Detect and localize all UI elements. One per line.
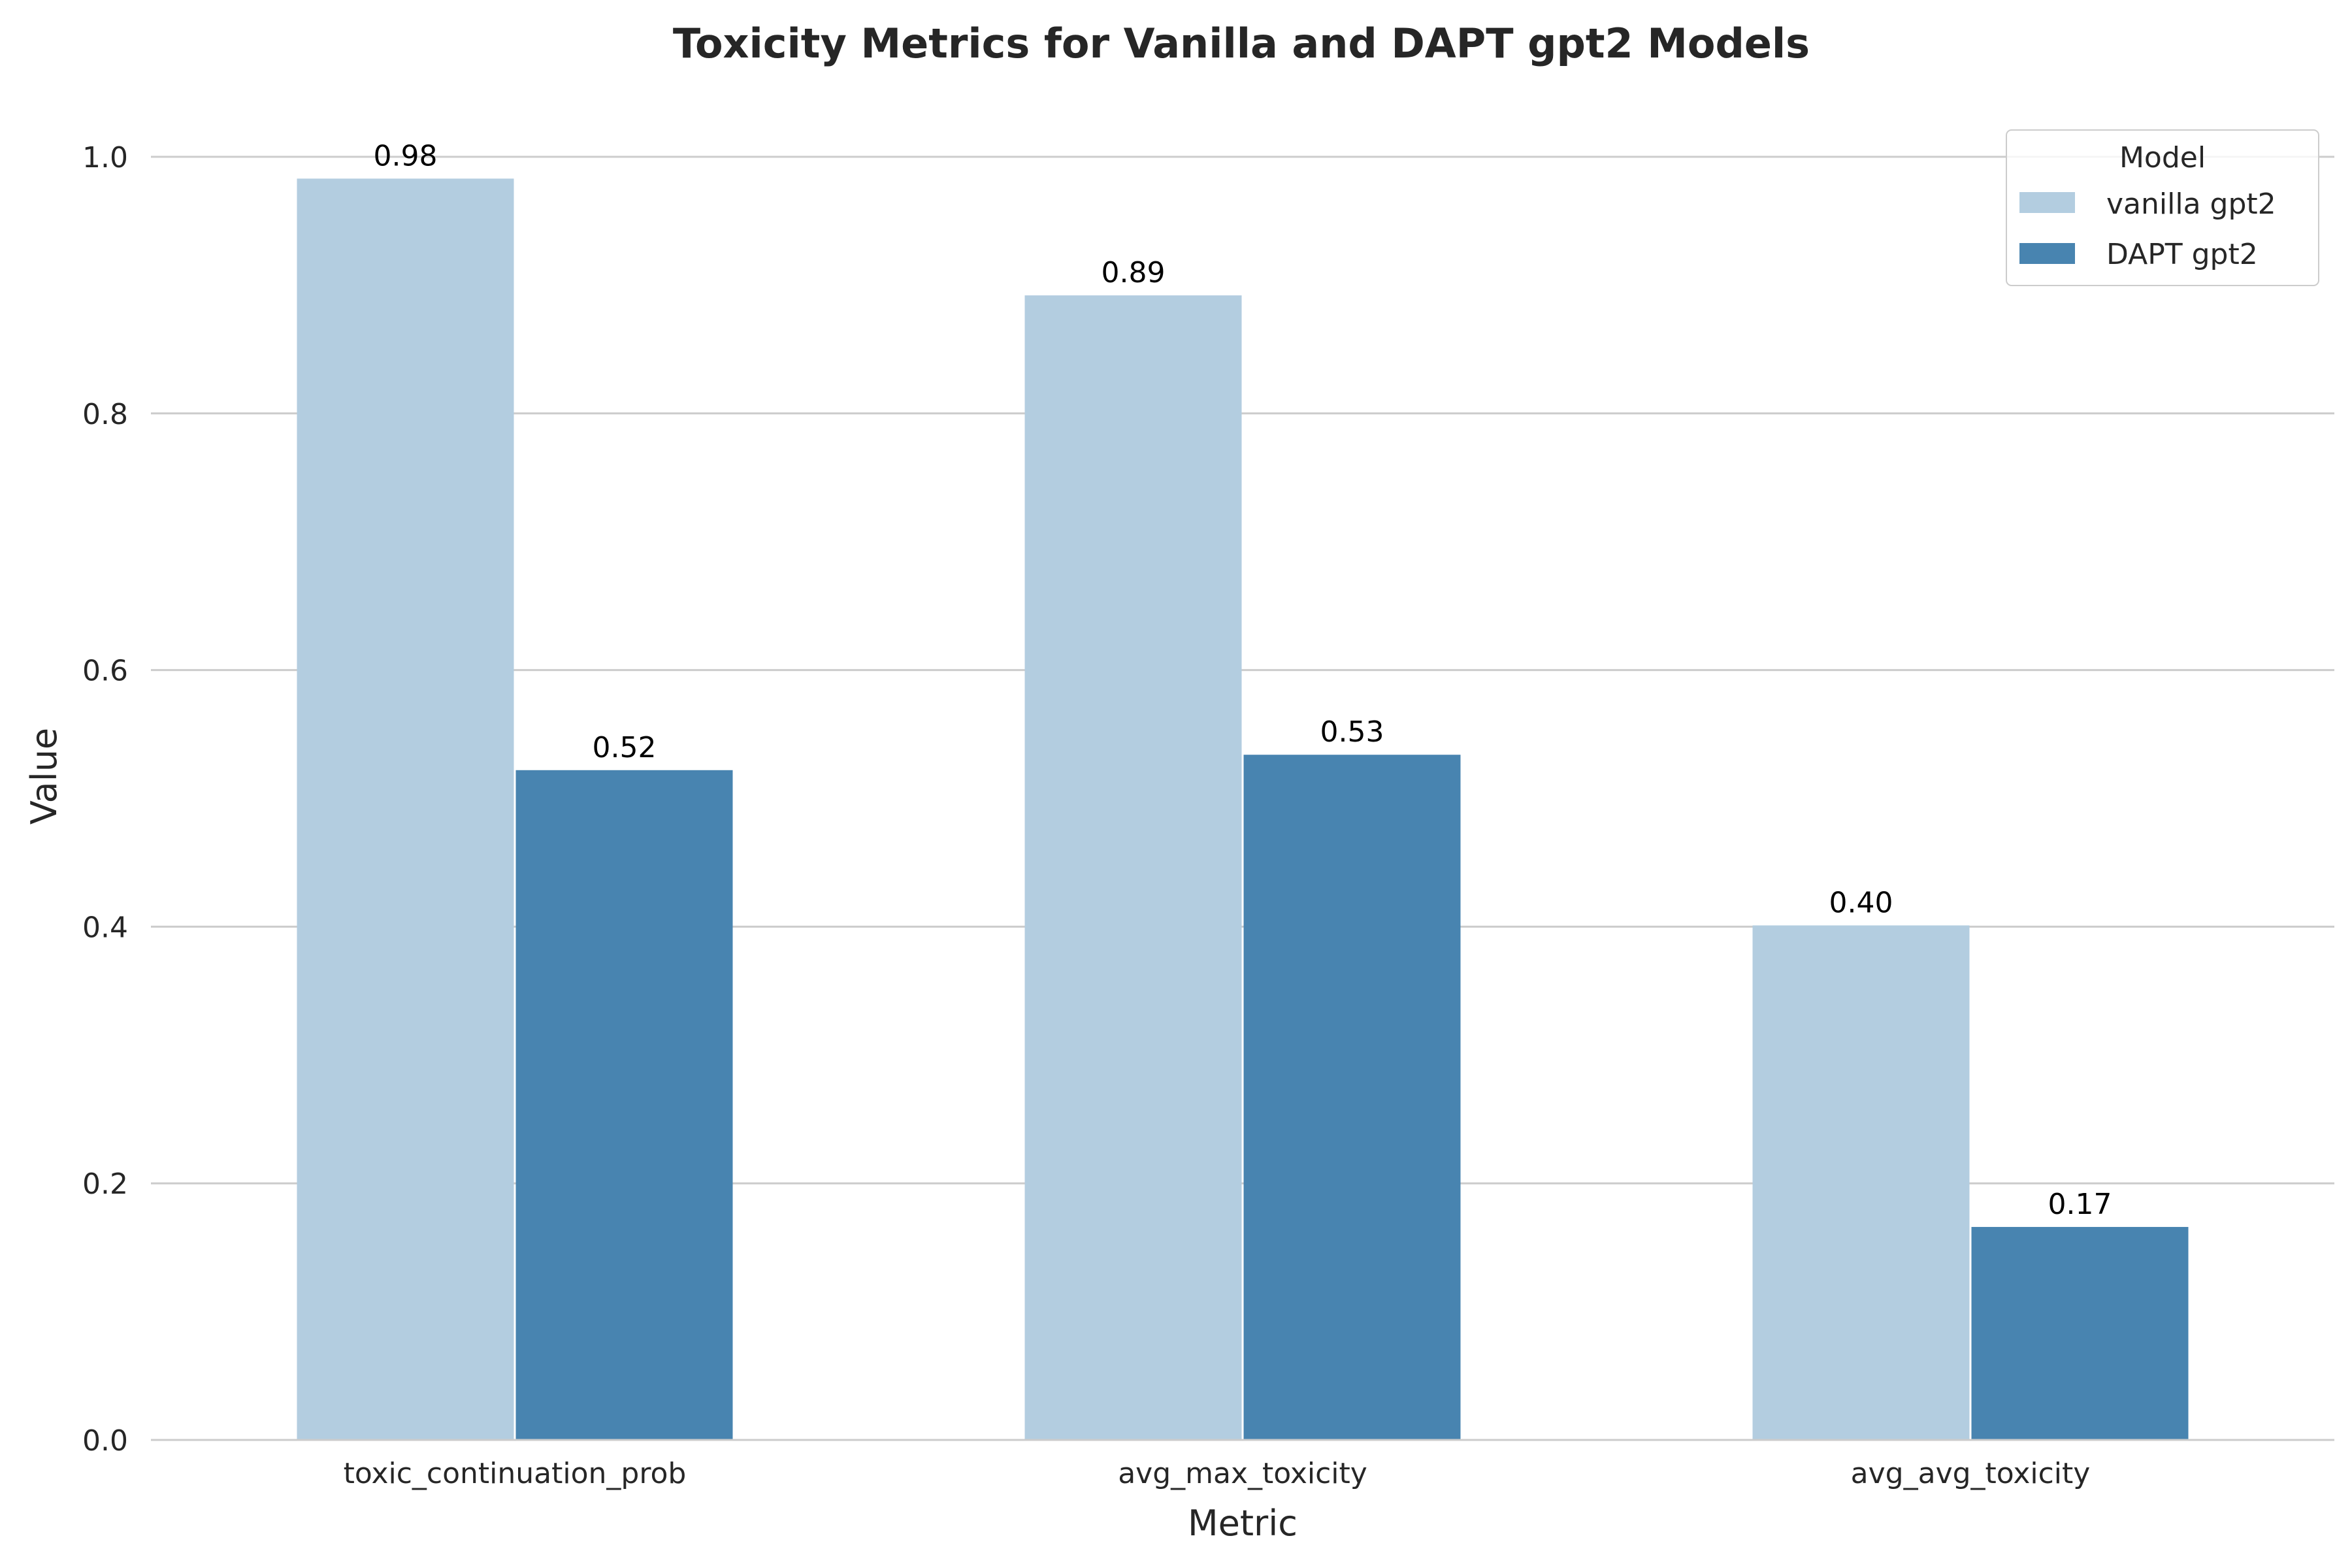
bar-value-label: 0.52 <box>593 731 657 764</box>
bar-dapt-gpt2-toxic-continuation-prob <box>515 770 733 1440</box>
bar-value-label: 0.17 <box>2048 1188 2112 1221</box>
y-tick-label: 0.2 <box>82 1168 128 1201</box>
bar-dapt-gpt2-avg-max-toxicity <box>1243 755 1461 1440</box>
bar-vanilla-gpt2-avg-avg-toxicity <box>1752 925 1970 1440</box>
y-tick-label: 0.6 <box>82 655 128 688</box>
y-tick-label: 0.0 <box>82 1424 128 1458</box>
bar-vanilla-gpt2-toxic-continuation-prob <box>297 178 514 1441</box>
bars <box>297 178 2189 1441</box>
bar-dapt-gpt2-avg-avg-toxicity <box>1971 1226 2189 1440</box>
bar-value-label: 0.53 <box>1320 715 1384 749</box>
x-axis-label: Metric <box>1188 1503 1298 1544</box>
legend-swatch-dapt-gpt2 <box>2019 243 2075 264</box>
legend: Model vanilla gpt2 DAPT gpt2 <box>2006 129 2319 286</box>
y-tick-label: 0.4 <box>82 911 128 944</box>
y-tick-label: 1.0 <box>82 141 128 174</box>
y-axis-label: Value <box>24 728 65 825</box>
grid-lines <box>151 155 2334 1184</box>
y-tick-label: 0.8 <box>82 398 128 431</box>
chart-title: Toxicity Metrics for Vanilla and DAPT gp… <box>673 20 1810 67</box>
legend-frame <box>2006 129 2319 286</box>
data-labels: 0.98 0.52 0.89 0.53 0.40 0.17 <box>374 139 2112 1221</box>
bar-value-label: 0.40 <box>1829 886 1893 919</box>
legend-swatch-vanilla-gpt2 <box>2019 192 2075 213</box>
x-tick-label: avg_max_toxicity <box>1118 1457 1367 1490</box>
x-tick-label: toxic_continuation_prob <box>344 1457 687 1490</box>
legend-label-dapt-gpt2: DAPT gpt2 <box>2106 238 2258 271</box>
x-axis-ticks: toxic_continuation_prob avg_max_toxicity a… <box>344 1457 2091 1490</box>
bar-value-label: 0.89 <box>1102 256 1166 289</box>
bar-vanilla-gpt2-avg-max-toxicity <box>1024 295 1242 1440</box>
x-tick-label: avg_avg_toxicity <box>1851 1457 2091 1490</box>
legend-title: Model <box>2119 141 2206 174</box>
bar-value-label: 0.98 <box>374 139 438 172</box>
y-axis-ticks: 0.0 0.2 0.4 0.6 0.8 1.0 <box>82 141 128 1458</box>
legend-label-vanilla-gpt2: vanilla gpt2 <box>2106 188 2276 221</box>
